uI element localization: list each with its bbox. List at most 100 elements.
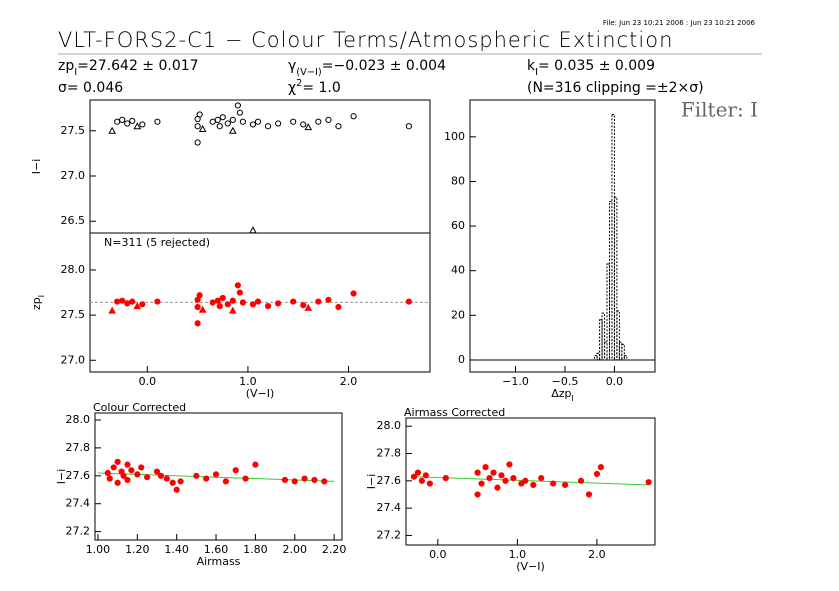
x-tick-label: 1.40 [164,543,189,556]
plot-frame [469,99,656,373]
point [593,470,601,478]
point [239,118,246,125]
stat-text: (N=316 clipping =±2×σ) [527,80,704,96]
point [229,297,236,304]
point [236,109,243,116]
y-tick-label: 27.4 [66,497,91,510]
x-tick-label: 0.0 [429,548,447,561]
point [239,299,246,306]
y-tick-label: 28.0 [377,419,402,432]
y-tick-label: 27.8 [377,447,402,460]
histogram-bar [623,354,628,361]
point [212,471,220,478]
point [129,117,136,124]
y-tick-label: 27.5 [61,308,86,321]
y-tick-label: 27.2 [377,528,402,541]
x-tick-label: 1.80 [243,543,268,556]
point [138,464,145,471]
point [114,479,121,486]
plot-frame [94,412,343,541]
point [249,226,257,234]
point [510,474,517,482]
point [154,298,161,305]
point [478,480,485,487]
point [410,473,418,480]
point [124,120,131,127]
point [209,299,216,306]
point [196,111,203,118]
point [414,469,422,476]
x-axis-label-text: Δzp [551,387,571,400]
stat-text: zp [58,58,74,74]
point [198,305,207,313]
y-tick-label: 27.8 [66,441,91,454]
point [405,298,412,305]
point [418,477,426,484]
point [194,123,201,130]
stat-sub: I [74,67,77,78]
x-axis-label: Airmass [197,555,241,568]
histogram-bar [601,312,606,361]
histogram-bar [613,196,618,361]
point [129,298,136,305]
point [194,139,201,146]
stat-sup: 2 [296,78,302,89]
filter-label: Filter: I [681,98,758,122]
y-tick-label: 27.5 [61,124,86,137]
point [325,116,332,124]
point [120,472,127,479]
stat-text: σ= 0.046 [58,80,123,96]
point [104,469,111,477]
file-stamp: File: Jun 23 10:21 2006 : Jun 23 10:21 2… [603,19,756,27]
point [530,481,537,489]
point [194,320,201,327]
histogram-bar [611,114,615,361]
point [538,474,545,482]
y-axis-label: I−i [365,474,378,490]
point [216,123,223,130]
point [194,303,201,311]
stat-rest: =27.642 ± 0.017 [77,58,198,74]
point [106,475,113,482]
point [321,478,328,485]
point [144,474,151,481]
y-tick-label: 0 [458,353,465,366]
point [177,478,184,485]
point [585,491,593,498]
stat-text: k [527,58,536,74]
stat: (N=316 clipping =±2×σ) [527,80,704,96]
point [214,297,221,304]
point [577,477,585,484]
point [290,298,297,305]
point [291,478,298,485]
y-tick-label: 100 [444,130,465,143]
point [134,471,141,478]
point [157,472,165,479]
y-tick-label: 28.0 [66,413,91,426]
point [119,116,126,124]
point [249,121,257,128]
stat-text: χ [288,80,296,96]
point [494,484,501,491]
point [229,116,236,124]
point [114,458,121,465]
y-axis-label-text: zp [30,297,43,310]
point [119,297,126,304]
y-tick-label: 20 [451,308,465,321]
y-tick-label: 60 [451,219,465,232]
point [422,472,429,479]
point [486,474,493,482]
panel-title: Colour Corrected [93,401,186,414]
histogram-bar [594,354,598,361]
point [264,123,272,130]
histogram-bar [616,310,620,361]
point [522,477,529,484]
point [550,480,557,487]
point [219,114,226,121]
point [114,298,121,305]
point [219,294,226,302]
point [405,123,412,130]
point [216,303,223,310]
y-tick-label: 27.0 [61,353,86,366]
